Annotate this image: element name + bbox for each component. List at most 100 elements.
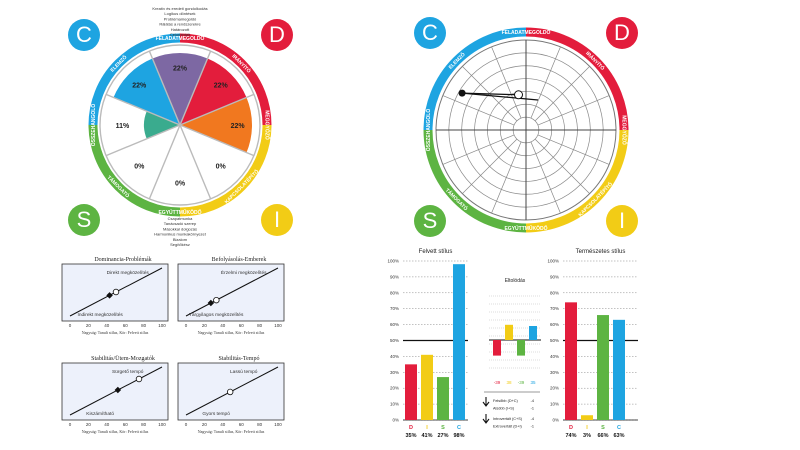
axis-tick: 0	[185, 422, 188, 427]
ring-segment	[423, 129, 527, 233]
category-label: C	[457, 425, 461, 431]
trait-text: Határozott	[171, 27, 190, 32]
bar	[597, 315, 609, 420]
style-pointer-line	[462, 92, 539, 101]
adapted-style-dot	[458, 89, 466, 97]
quadrant-title: Stabilitás-Tempó	[219, 356, 260, 362]
category-label: S	[601, 425, 605, 431]
axis-tick: 100	[158, 323, 166, 328]
adapted-style-circle	[213, 296, 220, 304]
note-label: Alsóbb (I+S)	[493, 407, 515, 411]
trait-text: Problémamegoldó	[164, 16, 197, 21]
wheel-spoke	[105, 124, 181, 157]
shift-bar	[517, 340, 525, 356]
ring-segment	[525, 129, 629, 233]
wheel-spoke	[179, 93, 255, 126]
wheel-left-text: C D S I	[76, 22, 285, 232]
shift-value: 35	[530, 380, 536, 385]
value-label: 35%	[405, 433, 416, 439]
value-label: 98%	[453, 433, 464, 439]
sector-percent: 0%	[134, 164, 145, 171]
y-tick: 40%	[550, 354, 559, 359]
bar	[453, 264, 465, 420]
lower-label: Tárgyilagos megközelítés	[189, 312, 244, 318]
ring-segment	[423, 27, 527, 131]
wheel-spoke	[148, 50, 181, 126]
axis-tick: 80	[141, 422, 147, 427]
upper-label: Direkt megközelítés	[107, 270, 150, 276]
bar	[421, 354, 433, 420]
sector-percent: 11%	[116, 123, 130, 130]
axis-tick: 0	[69, 323, 72, 328]
bar	[565, 302, 577, 420]
ring-label: MEGGYŐZŐ	[263, 110, 270, 140]
category-label: I	[586, 425, 588, 431]
note-value: -4	[531, 417, 534, 421]
note-label: Felsőbb (D+C)	[493, 399, 519, 403]
letter-badge	[414, 205, 446, 237]
sector-percent: 0%	[175, 181, 186, 188]
wheel-grid-spoke	[491, 46, 522, 119]
axis-tick: 20	[202, 422, 208, 427]
letter-s: S	[423, 208, 438, 233]
axis-caption: Nagyság: Tanult stílus, Kör: Felvett stí…	[82, 429, 149, 435]
axis-tick: 40	[104, 422, 110, 427]
lower-label: Indirekt megközelítés	[77, 312, 123, 318]
letter-badge	[261, 204, 293, 236]
wheel-grid-spoke	[442, 134, 515, 165]
note-label: Introvertált (C+S)	[493, 417, 523, 421]
wheel-grid-spoke	[537, 134, 610, 165]
letter-badge	[68, 204, 100, 236]
sector-percent: 22%	[214, 82, 229, 89]
down-arrow-icon	[482, 397, 490, 407]
axis-tick: 100	[158, 422, 166, 427]
y-tick: 50%	[390, 338, 399, 343]
sector-percent: 22%	[173, 65, 188, 72]
axis-tick: 80	[141, 323, 147, 328]
wheel-right-text: C D S I	[422, 20, 630, 233]
ring-label: EGYÜTTMŰKÖDŐ	[158, 209, 201, 216]
y-tick: 0%	[392, 418, 399, 423]
upper-label: Érzelmi megközelítés	[221, 269, 267, 276]
lower-label: Kiszámítható	[86, 411, 114, 417]
wheel-grid-spoke	[442, 95, 515, 126]
axis-caption: Nagyság: Tanult stílus, Kör: Felvett stí…	[198, 429, 265, 435]
note-value: -4	[531, 399, 534, 403]
note-label: Extrovertált (D+I)	[493, 425, 523, 429]
letter-s: S	[77, 207, 92, 232]
wheel-spoke	[105, 93, 181, 126]
y-tick: 10%	[390, 402, 399, 407]
ring-label: FELADATMEGOLDÓ	[156, 34, 205, 42]
y-tick: 80%	[390, 290, 399, 295]
axis-tick: 80	[257, 422, 263, 427]
axis-tick: 40	[220, 323, 226, 328]
ring-label: FELADATMEGOLDÓ	[502, 28, 551, 36]
y-tick: 30%	[390, 370, 399, 375]
wheel-grid-spoke	[534, 66, 590, 122]
value-label: 41%	[421, 433, 432, 439]
category-label: D	[409, 425, 413, 431]
wheel-sector	[152, 53, 208, 125]
ring-label: EGYÜTTMŰKÖDŐ	[504, 225, 547, 232]
adapted-style-circle	[112, 288, 120, 296]
termeszetes-stilus-chart: Természetes stílus 0% 10% 20% 30% 40% 50% 60% 70…	[547, 249, 638, 439]
trait-text: Csapatmunka	[168, 216, 193, 221]
value-label: 66%	[597, 433, 608, 439]
wheel-sector	[113, 58, 180, 125]
letter-c: C	[422, 20, 438, 45]
y-tick: 60%	[390, 322, 399, 327]
felvett-stilus-chart: Felvett stílus 0% 10% 20% 30% 40% 50% 60% 70% 80%…	[387, 249, 468, 439]
axis-tick: 20	[202, 323, 208, 328]
y-tick: 60%	[550, 322, 559, 327]
y-tick: 20%	[550, 386, 559, 391]
axis-tick: 40	[220, 422, 226, 427]
axis-tick: 20	[86, 323, 92, 328]
down-arrow-icon	[482, 414, 490, 424]
sector-percent: 22%	[132, 82, 147, 89]
wheel-sector	[180, 97, 253, 153]
wheel-spoke	[179, 124, 255, 157]
letter-badge	[606, 17, 638, 49]
letter-badge	[606, 205, 638, 237]
wheel-grid-spoke	[534, 138, 590, 194]
letter-badge	[68, 19, 100, 51]
